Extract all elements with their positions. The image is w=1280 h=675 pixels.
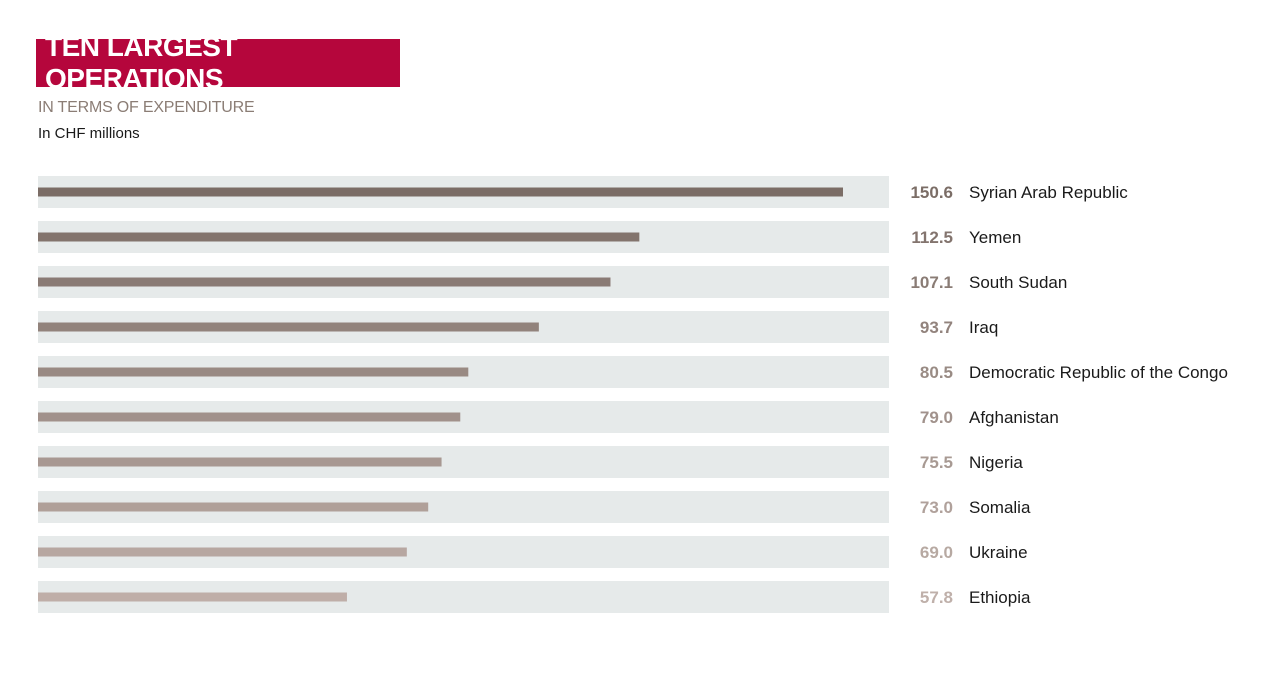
chart-subtitle: IN TERMS OF EXPENDITURE — [38, 99, 255, 116]
bar — [38, 457, 442, 467]
bar — [38, 322, 539, 332]
bar — [38, 502, 429, 512]
bar-row: 69.0 Ukraine — [38, 536, 1028, 568]
bar-row: 73.0 Somalia — [38, 491, 1031, 523]
bar-value-label: 93.7 — [920, 318, 953, 337]
bar-row: 79.0 Afghanistan — [38, 401, 1059, 433]
bar-value-label: 112.5 — [911, 228, 953, 247]
category-label: Iraq — [969, 318, 998, 337]
bar-value-label: 107.1 — [910, 273, 953, 292]
bar-value-label: 69.0 — [920, 543, 953, 562]
bar — [38, 277, 611, 287]
bar-row: 112.5 Yemen — [38, 221, 1021, 253]
bar-row: 75.5 Nigeria — [38, 446, 1023, 478]
bar-row: 93.7 Iraq — [38, 311, 998, 343]
bar — [38, 232, 640, 242]
bar — [38, 367, 469, 377]
bar-row: 80.5 Democratic Republic of the Congo — [38, 356, 1228, 388]
bar-row: 150.6 Syrian Arab Republic — [38, 176, 1128, 208]
unit-label: In CHF millions — [38, 125, 140, 142]
bar — [38, 592, 347, 602]
bar-value-label: 57.8 — [920, 588, 953, 607]
bar-value-label: 80.5 — [920, 363, 953, 382]
chart-title: TEN LARGEST OPERATIONS — [45, 31, 238, 94]
chart-title-banner: TEN LARGEST OPERATIONS — [36, 31, 400, 94]
category-label: Somalia — [969, 498, 1031, 517]
bar — [38, 547, 407, 557]
category-label: Ethiopia — [969, 588, 1031, 607]
bar-value-label: 75.5 — [920, 453, 953, 472]
category-label: Nigeria — [969, 453, 1023, 472]
category-label: Ukraine — [969, 543, 1028, 562]
category-label: Democratic Republic of the Congo — [969, 363, 1228, 382]
bar-value-label: 79.0 — [920, 408, 953, 427]
bar-value-label: 150.6 — [910, 183, 953, 202]
bar-row: 107.1 South Sudan — [38, 266, 1067, 298]
category-label: Syrian Arab Republic — [969, 183, 1128, 202]
bar-value-label: 73.0 — [920, 498, 953, 517]
category-label: Afghanistan — [969, 408, 1059, 427]
category-label: Yemen — [969, 228, 1021, 247]
category-label: South Sudan — [969, 273, 1067, 292]
bar — [38, 412, 461, 422]
bar — [38, 187, 843, 197]
bar-row: 57.8 Ethiopia — [38, 581, 1031, 613]
